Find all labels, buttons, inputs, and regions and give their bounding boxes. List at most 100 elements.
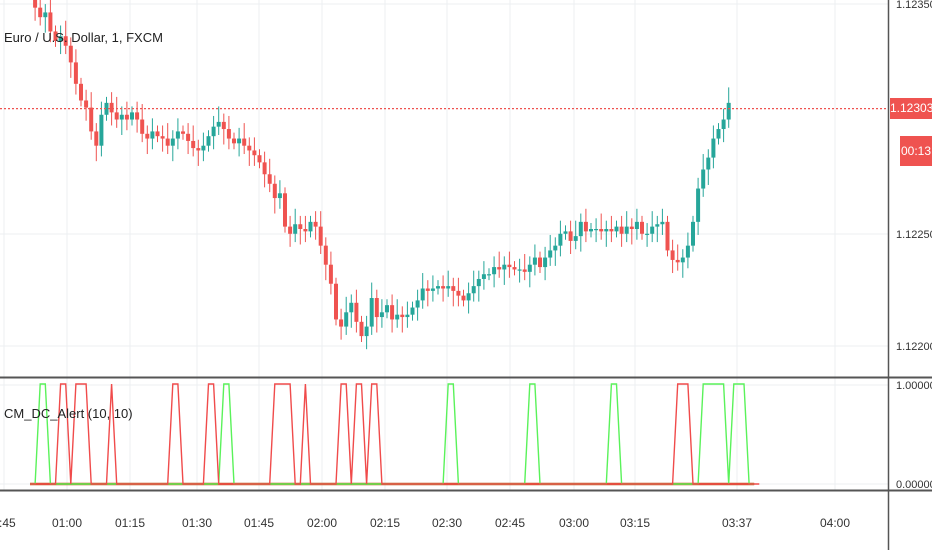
candle-body <box>79 83 83 101</box>
candle-body <box>461 295 466 301</box>
candle-body <box>420 288 425 301</box>
candle-body <box>33 0 38 8</box>
candle-body <box>364 326 369 337</box>
candle-body <box>84 100 89 108</box>
candle-body <box>109 102 114 113</box>
candle-body <box>165 138 170 146</box>
candle-body <box>63 36 68 46</box>
candle-body <box>267 174 272 184</box>
candle-body <box>538 257 542 268</box>
candle-body <box>38 7 43 18</box>
candle-body <box>94 131 99 146</box>
candle-body <box>410 307 415 315</box>
candle-body <box>685 245 690 258</box>
indicator-series <box>30 383 760 486</box>
candle-body <box>257 155 262 163</box>
candle-body <box>619 226 624 234</box>
candle-body <box>522 269 527 272</box>
candle-body <box>124 114 129 120</box>
candle-body <box>568 231 573 241</box>
candle-body <box>497 267 502 270</box>
candle-body <box>43 12 48 18</box>
candle-body <box>216 121 221 127</box>
indicator-tick-label: 0.00000 <box>896 479 932 491</box>
time-tick-label: 03:00 <box>559 516 589 530</box>
candle-body <box>650 226 655 234</box>
candle-body <box>53 31 58 41</box>
candle-body <box>430 288 435 291</box>
candle-body <box>517 269 522 271</box>
time-tick-label: 01:30 <box>182 516 212 530</box>
symbol-label: Euro / U.S. Dollar, 1, FXCM <box>4 30 163 45</box>
candle-body <box>512 267 517 270</box>
candle-body <box>466 293 471 301</box>
candle-body <box>288 226 293 234</box>
candle-body <box>614 226 619 232</box>
candle-body <box>395 314 400 320</box>
candle-body <box>640 221 644 234</box>
candle-body <box>349 302 354 313</box>
candle-body <box>675 259 680 263</box>
candle-body <box>629 226 634 229</box>
candle-body <box>691 221 695 246</box>
candle-body <box>578 221 583 237</box>
candle-body <box>308 221 313 232</box>
time-tick-label: 01:45 <box>244 516 274 530</box>
candle-body <box>655 224 660 227</box>
candle-body <box>446 286 451 289</box>
candle-body <box>232 138 236 144</box>
candle-body <box>726 102 731 120</box>
candle-body <box>186 133 191 141</box>
candle-body <box>196 148 201 151</box>
candle-body <box>48 12 53 32</box>
candle-body <box>471 286 476 294</box>
time-tick-label: 02:45 <box>495 516 525 530</box>
last-price-badge: 1.12303 <box>890 98 932 119</box>
candle-body <box>645 233 650 235</box>
candle-body <box>436 286 440 289</box>
price-tick-label: 1.12350 <box>896 0 932 11</box>
candle-body <box>242 138 247 146</box>
candle-body <box>140 119 145 134</box>
candle-body <box>150 131 155 139</box>
candle-body <box>527 264 532 272</box>
candle-body <box>589 229 593 232</box>
candle-body <box>665 221 670 251</box>
candle-body <box>160 136 165 139</box>
candle-body <box>481 274 486 279</box>
candle-body <box>385 305 389 313</box>
candle-body <box>181 131 185 134</box>
candle-body <box>553 245 558 251</box>
price-tick-label: 1.12200 <box>896 341 932 353</box>
indicator-tick-label: 1.00000 <box>896 380 932 392</box>
candle-body <box>252 150 257 156</box>
candle-body <box>277 193 282 199</box>
candle-body <box>599 229 604 232</box>
candle-body <box>303 229 308 232</box>
candle-body <box>441 286 446 289</box>
candle-body <box>609 229 614 232</box>
candle-body <box>323 245 328 265</box>
candle-body <box>104 102 109 115</box>
candle-body <box>318 226 323 246</box>
candle-body <box>313 221 318 227</box>
candle-body <box>660 221 665 225</box>
candle-body <box>532 257 537 265</box>
candle-body <box>191 140 196 149</box>
candle-body <box>206 136 211 146</box>
candle-body <box>211 126 216 137</box>
time-tick-label: 03:37 <box>722 516 752 530</box>
candle-body <box>247 145 252 151</box>
alert-series-0 <box>30 383 755 485</box>
candle-body <box>507 264 512 268</box>
candle-body <box>583 221 588 232</box>
candle-body <box>298 224 303 229</box>
candle-body <box>680 257 685 263</box>
candle-body <box>634 221 639 229</box>
candle-body <box>145 133 150 139</box>
candle-body <box>548 250 553 258</box>
candle-body <box>221 121 226 130</box>
candle-body <box>114 112 119 120</box>
axes: 0:45 01:00 01:15 01:30 01:45 02:00 02:15 02:30 0… <box>0 0 932 530</box>
